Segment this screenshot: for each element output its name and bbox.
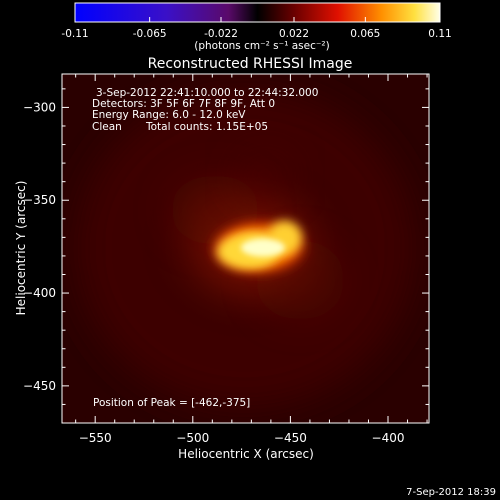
y-axis-label: Heliocentric Y (arcsec) [14, 181, 28, 316]
y-tick-label: −450 [23, 379, 56, 393]
x-tick-label: −500 [176, 431, 209, 445]
x-tick-label: −550 [79, 431, 112, 445]
colorbar-tick-label: -0.11 [61, 28, 88, 40]
peak-position-annotation: Position of Peak = [-462,-375] [93, 397, 250, 409]
source-core [240, 238, 285, 257]
y-tick-label: −300 [23, 100, 56, 114]
total-counts-annotation: Total counts: 1.15E+05 [145, 121, 268, 133]
plot-frame [61, 73, 430, 424]
detectors-annotation: Detectors: 3F 5F 6F 7F 8F 9F, Att 0 [92, 98, 275, 110]
energy-range-annotation: Energy Range: 6.0 - 12.0 keV [92, 109, 246, 121]
method-annotation: Clean [92, 121, 122, 133]
x-axis-label: Heliocentric X (arcsec) [178, 447, 314, 461]
colorbar-ticks: -0.11 -0.065 -0.022 0.022 0.065 0.11 [61, 17, 452, 40]
time-range-annotation: 3-Sep-2012 22:41:10.000 to 22:44:32.000 [96, 87, 318, 99]
x-tick-label: −450 [274, 431, 307, 445]
colorbar-tick-label: -0.065 [133, 28, 167, 40]
colorbar-units-label: (photons cm⁻² s⁻¹ asec⁻²) [194, 40, 329, 52]
colorbar [74, 2, 441, 23]
heatmap-image [62, 74, 429, 423]
chart-title: Reconstructed RHESSI Image [148, 56, 353, 72]
colorbar-tick-label: 0.065 [350, 28, 380, 40]
x-tick-label: −400 [372, 431, 405, 445]
flare-source [206, 217, 311, 278]
y-tick-label: −350 [23, 193, 56, 207]
colorbar-tick-label: 0.11 [428, 28, 451, 40]
colorbar-tick-label: 0.022 [279, 28, 309, 40]
axis-ticks: −550 −500 −450 −400 −300 −350 −400 −450 [23, 74, 429, 445]
footer-date: 7-Sep-2012 18:39 [406, 487, 496, 498]
y-tick-label: −400 [23, 286, 56, 300]
colorbar-tick-label: -0.022 [204, 28, 238, 40]
